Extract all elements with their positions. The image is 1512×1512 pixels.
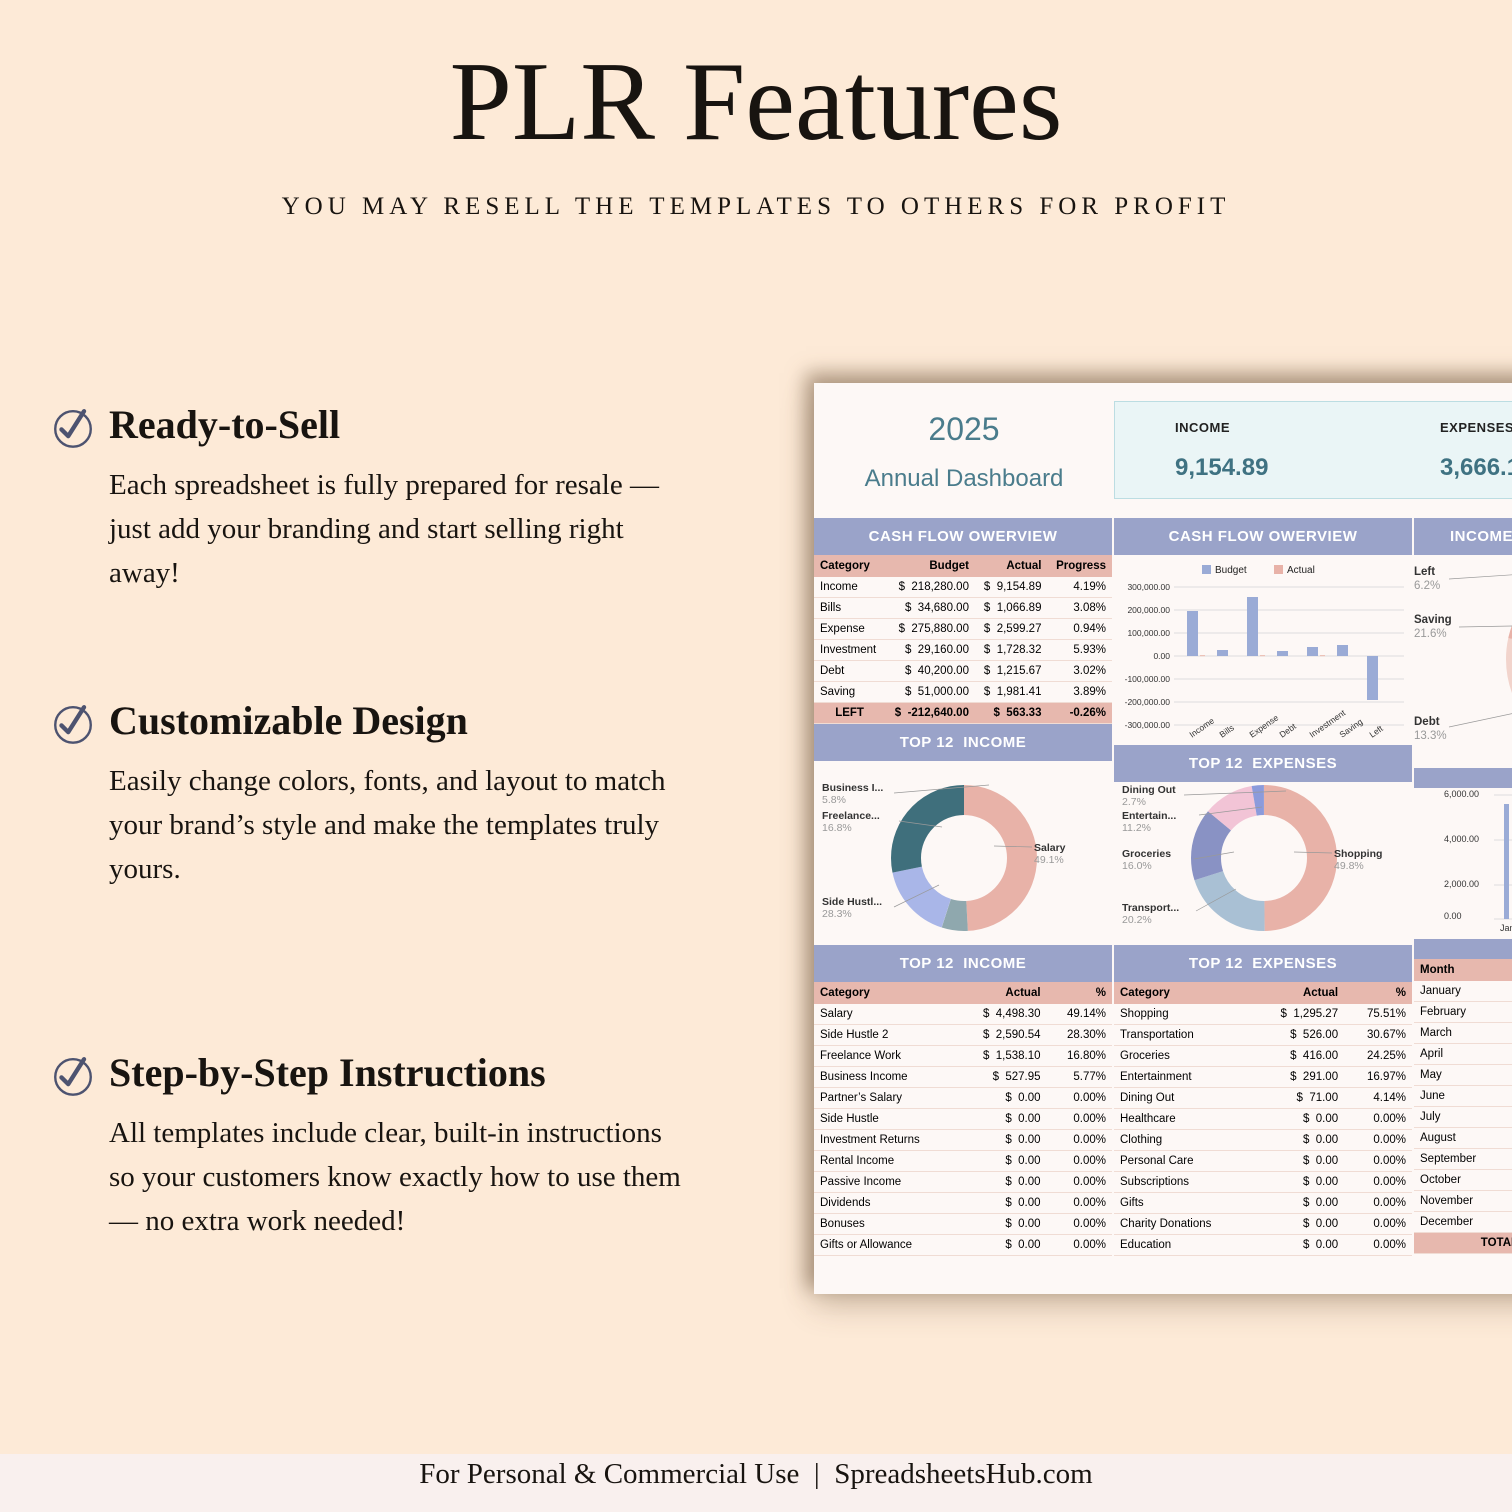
svg-text:Actual: Actual (1287, 565, 1315, 576)
svg-text:Saving: Saving (1414, 614, 1452, 626)
svg-text:-200,000.00: -200,000.00 (1125, 697, 1171, 707)
svg-text:20.2%: 20.2% (1122, 914, 1152, 926)
svg-text:-300,000.00: -300,000.00 (1125, 720, 1171, 730)
svg-text:4,000.00: 4,000.00 (1444, 834, 1479, 844)
svg-text:Expense: Expense (1247, 712, 1280, 739)
svg-text:2.7%: 2.7% (1122, 796, 1146, 808)
svg-text:Budget: Budget (1215, 565, 1247, 576)
svg-text:Saving: Saving (1337, 716, 1364, 739)
svg-text:Dining Out: Dining Out (1122, 784, 1176, 796)
svg-text:49.1%: 49.1% (1034, 854, 1064, 866)
svg-text:Debt: Debt (1277, 721, 1298, 740)
svg-text:Income: Income (1187, 715, 1216, 739)
svg-text:13.3%: 13.3% (1414, 730, 1447, 742)
svg-text:21.6%: 21.6% (1414, 628, 1447, 640)
svg-text:Side Hustl...: Side Hustl... (822, 896, 882, 908)
svg-text:6.2%: 6.2% (1414, 580, 1440, 592)
svg-text:2,000.00: 2,000.00 (1444, 879, 1479, 889)
svg-text:11.2%: 11.2% (1122, 822, 1151, 834)
svg-text:Salary: Salary (1034, 842, 1066, 854)
svg-text:100,000.00: 100,000.00 (1127, 628, 1170, 638)
svg-text:Left: Left (1414, 566, 1435, 578)
svg-text:28.3%: 28.3% (822, 908, 852, 920)
svg-text:0.00: 0.00 (1444, 911, 1462, 921)
svg-text:16.0%: 16.0% (1122, 860, 1152, 872)
svg-text:Entertain...: Entertain... (1122, 810, 1176, 822)
svg-text:Shopping: Shopping (1334, 848, 1382, 860)
svg-text:5.8%: 5.8% (822, 794, 846, 806)
svg-text:200,000.00: 200,000.00 (1127, 605, 1170, 615)
svg-text:January: January (1500, 923, 1512, 933)
svg-text:-100,000.00: -100,000.00 (1125, 674, 1171, 684)
svg-text:16.8%: 16.8% (822, 822, 852, 834)
svg-text:0.00: 0.00 (1153, 651, 1170, 661)
svg-text:Debt: Debt (1414, 716, 1440, 728)
svg-text:Transport...: Transport... (1122, 902, 1179, 914)
svg-text:6,000.00: 6,000.00 (1444, 789, 1479, 799)
svg-text:300,000.00: 300,000.00 (1127, 582, 1170, 592)
svg-text:Business I...: Business I... (822, 782, 883, 794)
svg-text:Groceries: Groceries (1122, 848, 1171, 860)
svg-text:Freelance...: Freelance... (822, 810, 880, 822)
svg-text:49.8%: 49.8% (1334, 860, 1364, 872)
